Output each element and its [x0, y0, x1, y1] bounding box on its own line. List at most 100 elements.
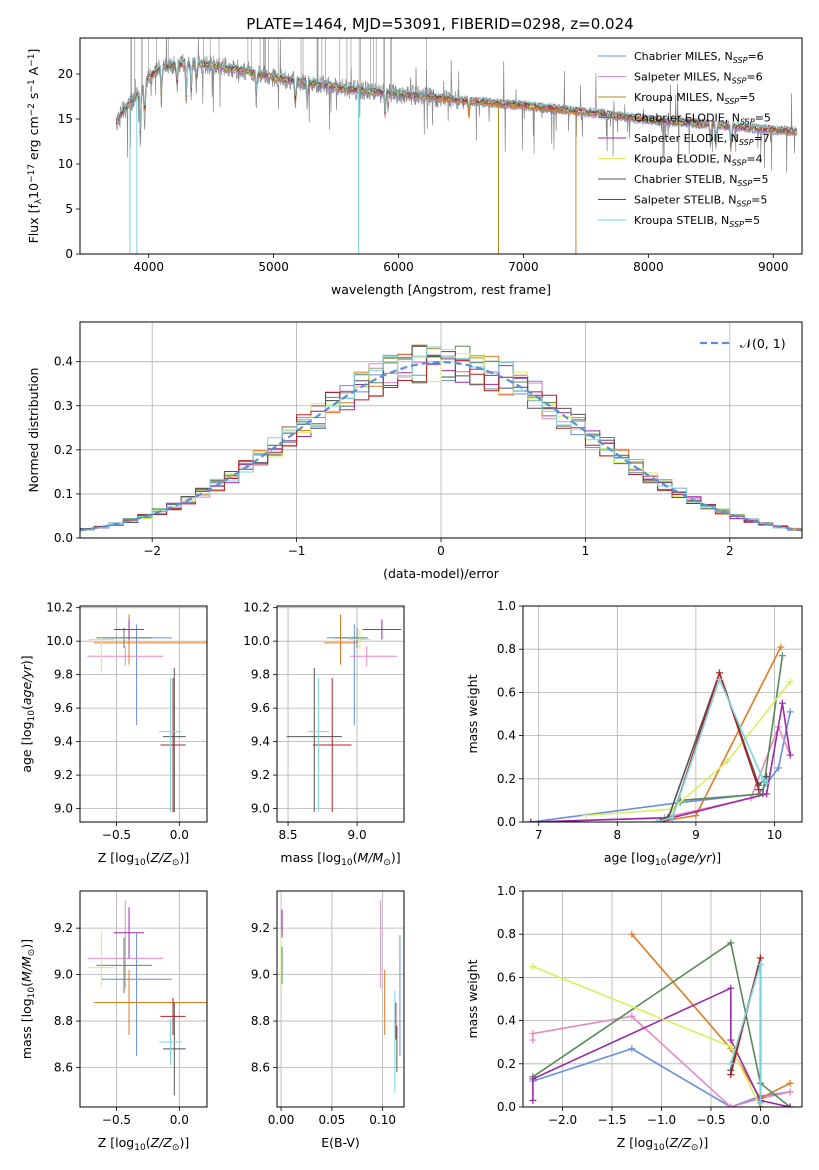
weight-vs-Z-series-8	[730, 964, 762, 1103]
weight-vs-Z-ytick-label-3: 0.6	[497, 970, 516, 984]
age-vs-mass-ytick-label-3: 9.6	[251, 701, 270, 715]
age-vs-mass-point-3	[334, 627, 366, 648]
spectrum-ylabel-part-3: −17	[27, 164, 37, 183]
weight-vs-age-marker-0-4	[786, 708, 794, 716]
weight-vs-Z-xlabel-close: )]	[698, 1135, 708, 1150]
spectrum-ylabel-part-6: s	[26, 93, 41, 104]
age-vs-Z-point-7	[160, 678, 186, 812]
spectrum-xtick-label-4: 8000	[633, 260, 664, 274]
weight-vs-age-marker-4-4	[786, 751, 794, 759]
residuals-ylabel: Normed distribution	[26, 368, 41, 493]
age-vs-mass-point-2	[323, 614, 358, 665]
mass-vs-EBV-frame	[276, 890, 405, 1108]
weight-vs-age-series-8	[656, 677, 768, 822]
residuals-xtick-label-0: −2	[143, 544, 161, 558]
spectrum-ytick-label-3: 15	[58, 112, 73, 126]
weight-vs-age-marker-8-4	[763, 779, 771, 787]
spectrum-frame	[79, 37, 803, 255]
age-vs-Z-xtick-label-0: −0.5	[102, 828, 131, 842]
mass-vs-Z-xlabel-open: (	[146, 1135, 151, 1150]
spectrum-legend-base-0: Chabrier MILES, N	[634, 50, 733, 63]
age-vs-mass-xlabel-pre: mass [log	[280, 850, 341, 865]
spectrum-legend-sub-6: SSP	[738, 179, 753, 188]
weight-vs-age-marker-5-2	[723, 758, 731, 766]
weight-vs-Z-ytick-label-5: 1.0	[497, 884, 516, 898]
residuals-ytick-label-2: 0.2	[54, 443, 73, 457]
spectrum-model-orange	[435, 98, 578, 117]
mass-vs-Z-ytick-label-0: 8.6	[54, 1061, 73, 1075]
weight-vs-age-marker-4-2	[763, 790, 771, 798]
age-vs-mass-ytick-label-4: 9.8	[251, 668, 270, 682]
panels: 4000 5000 6000 7000 8000 900005101520waveleng…	[19, 37, 803, 1153]
weight-vs-Z-xtick-label-2: −1.0	[647, 1113, 676, 1127]
age-vs-Z-plot	[87, 614, 207, 812]
age-vs-mass-xlabel-open: (	[353, 850, 358, 865]
spectrum-ylabel-part-4: erg cm	[26, 116, 41, 164]
spectrum-legend-sub-1: SSP	[732, 77, 747, 86]
age-vs-Z-point-6	[162, 667, 186, 812]
weight-vs-age-xlabel-pre: age [log	[604, 850, 655, 865]
spectrum-model-8	[115, 57, 798, 143]
mass-vs-Z-point-3	[96, 937, 152, 994]
weight-vs-age-ytick-label-1: 0.2	[497, 772, 516, 786]
mass-vs-EBV-ytick-label-1: 8.8	[251, 1014, 270, 1028]
mass-vs-EBV-axes: 0.00 0.05 0.10 8.6 8.8 9.0 9.2	[251, 890, 405, 1127]
residuals-frame	[79, 321, 803, 539]
mass-vs-EBV-xtick-label-0: 0.00	[268, 1113, 295, 1127]
age-vs-Z-ytick-label-6: 10.2	[46, 601, 73, 615]
mass-vs-Z-plot	[87, 900, 207, 1096]
residuals-ytick-label-4: 0.4	[54, 355, 73, 369]
weight-vs-Z-marker-4-2	[727, 984, 735, 992]
weight-vs-Z-marker-5-0	[529, 963, 537, 971]
mass-vs-Z-xlabel-var: Z/Z	[150, 1135, 173, 1150]
mass-vs-EBV-xtick-label-1: 0.05	[319, 1113, 346, 1127]
age-vs-mass-xlabel-sun: ⊙	[383, 858, 391, 868]
spectrum-legend-val-8: =5	[744, 214, 760, 227]
weight-vs-Z-ytick-label-1: 0.2	[497, 1057, 516, 1071]
residuals-hist-5	[80, 349, 802, 531]
age-vs-Z-ytick-label-3: 9.6	[54, 701, 73, 715]
weight-vs-age-ytick-label-4: 0.8	[497, 642, 516, 656]
age-vs-mass-point-1	[350, 646, 398, 667]
mass-vs-Z-point-2	[93, 969, 207, 1035]
age-vs-mass-point-7	[312, 678, 352, 812]
weight-vs-age-ytick-label-5: 1.0	[497, 599, 516, 613]
age-vs-mass-axes: 8.5 9.0 9.0 9.2 9.4 9.6 9.8 10.0 10.2 mass [log10…	[243, 601, 405, 868]
mass-vs-EBV-xtick-label-2: 0.10	[369, 1113, 396, 1127]
mass-vs-Z-frame	[79, 890, 208, 1108]
spectrum-ylabel: Flux [fλ10−17 erg cm−2 s−1 A−1]	[26, 49, 44, 244]
residuals-xtick-label-2: 0	[437, 544, 445, 558]
weight-vs-Z-marker-8-2	[756, 1099, 764, 1107]
age-vs-Z-ylabel: age [log10(age/yr)]	[19, 655, 37, 772]
mass-vs-Z-xtick-label-0: −0.5	[102, 1113, 131, 1127]
age-vs-mass-xtick-label-0: 8.5	[278, 828, 297, 842]
age-vs-Z-ylabel-close: )]	[19, 655, 34, 665]
age-vs-mass-frame	[276, 605, 405, 823]
age-vs-mass-point-5	[348, 629, 371, 650]
age-vs-Z-ytick-label-5: 10.0	[46, 634, 73, 648]
weight-vs-Z-series-5	[532, 965, 762, 1107]
weight-vs-age-xtick-label-0: 7	[535, 828, 543, 842]
age-vs-mass-xlabel: mass [log10(M/M⊙)]	[280, 850, 400, 868]
weight-vs-Z-marker-3-1	[727, 939, 735, 947]
residuals-hist-6	[80, 345, 802, 531]
age-vs-mass-ytick-label-1: 9.2	[251, 768, 270, 782]
weight-vs-Z-xtick-label-0: −2.0	[548, 1113, 577, 1127]
age-vs-mass-ytick-label-0: 9.0	[251, 802, 270, 816]
age-vs-Z-axes: −0.5 0.09.09.29.49.69.810.010.2Z [log10(Z…	[19, 601, 208, 868]
weight-vs-Z-marker-7-0	[727, 1071, 735, 1079]
residuals-plot	[80, 344, 802, 532]
weight-vs-age-ytick-label-0: 0.0	[497, 815, 516, 829]
weight-vs-age-marker-8-3	[759, 775, 767, 783]
spectrum-model-7	[115, 58, 798, 145]
mass-vs-Z-ylabel-sun: ⊙	[27, 949, 37, 957]
weight-vs-age-marker-7-3	[755, 786, 763, 794]
spectrum-legend-sub-2: SSP	[724, 97, 739, 106]
residuals-xtick-label-1: −1	[288, 544, 306, 558]
weight-vs-Z-marker-4-5	[786, 1103, 794, 1107]
mass-vs-EBV-ytick-label-2: 9.0	[251, 968, 270, 982]
age-vs-mass-ytick-label-2: 9.4	[251, 735, 270, 749]
spectrum-legend-base-1: Salpeter MILES, N	[634, 71, 732, 84]
weight-vs-Z-xlabel-pre: Z [log	[617, 1135, 653, 1150]
age-vs-Z-point-3	[96, 627, 152, 648]
